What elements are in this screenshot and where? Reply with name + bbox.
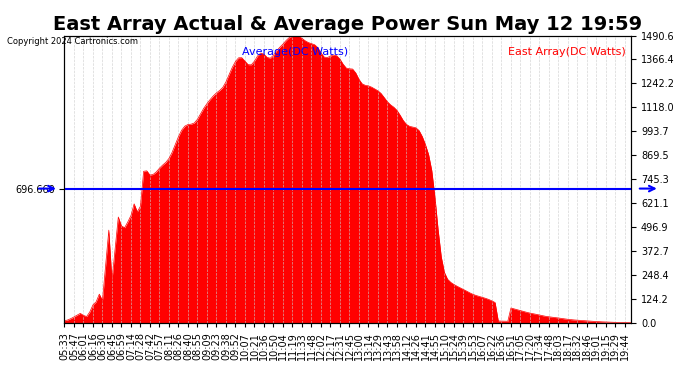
Text: Copyright 2024 Cartronics.com: Copyright 2024 Cartronics.com (7, 38, 138, 46)
Title: East Array Actual & Average Power Sun May 12 19:59: East Array Actual & Average Power Sun Ma… (53, 15, 642, 34)
Text: Average(DC Watts): Average(DC Watts) (241, 47, 348, 57)
Text: East Array(DC Watts): East Array(DC Watts) (508, 47, 626, 57)
